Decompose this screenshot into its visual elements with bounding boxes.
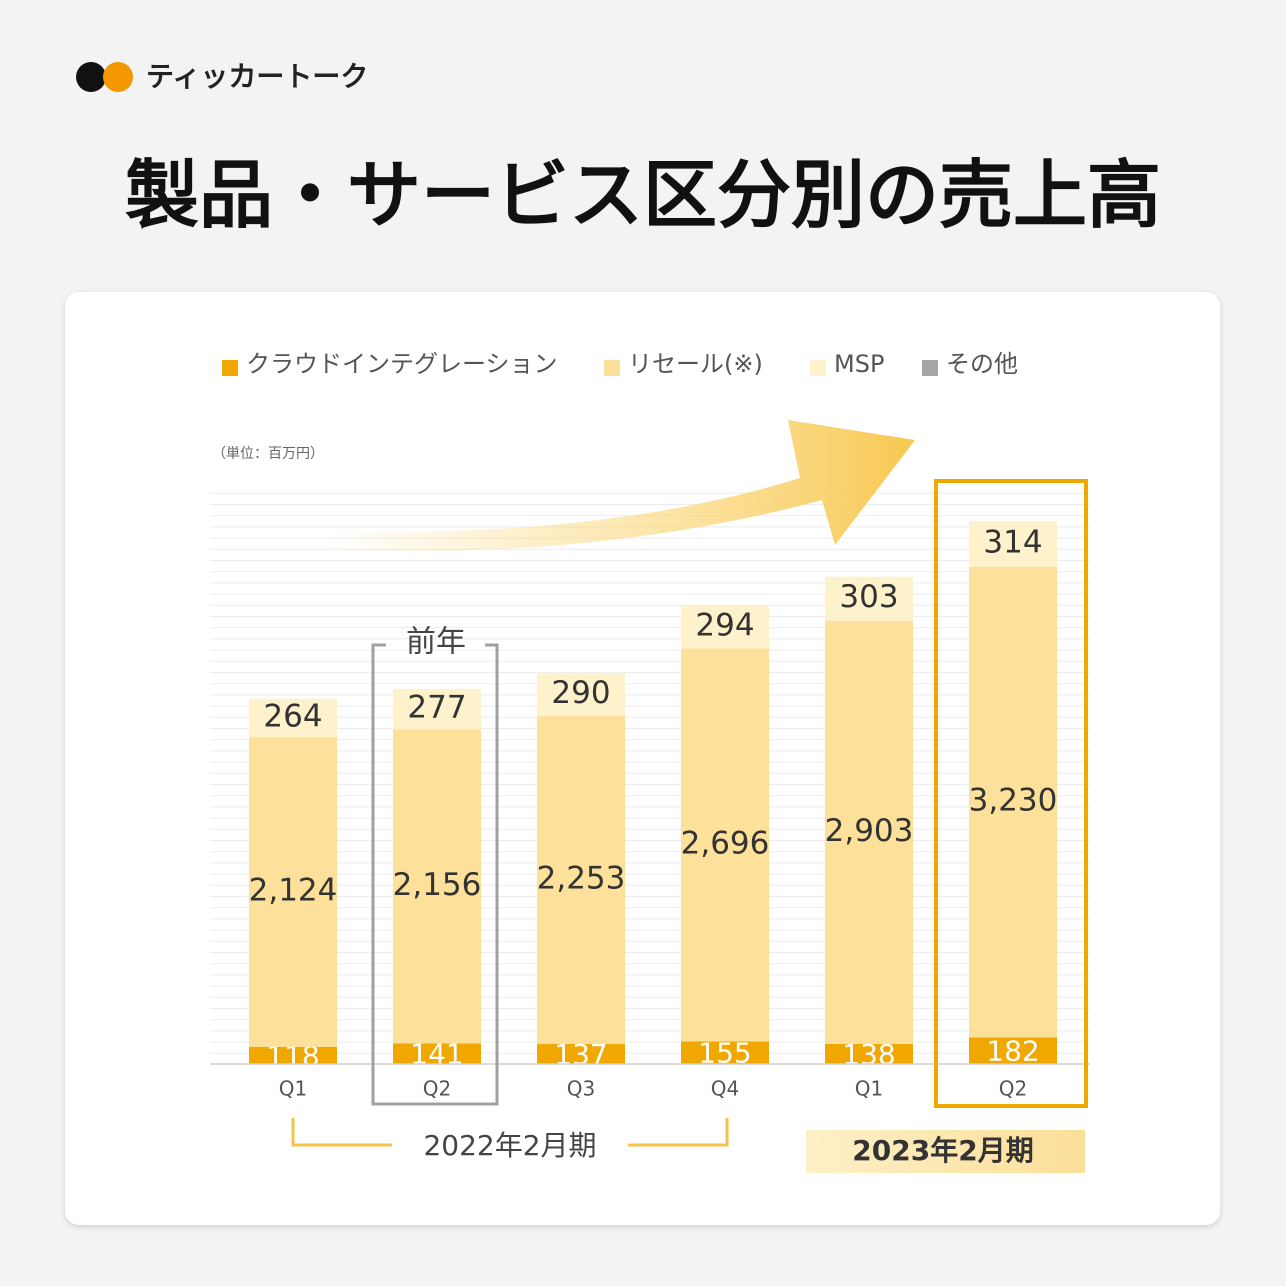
value-label: 2,156 [393, 867, 482, 903]
legend-label: リセール(※) [628, 350, 763, 378]
bar-segment [969, 566, 1057, 1038]
bar-segment [393, 729, 481, 1044]
bar-segment [825, 576, 913, 621]
fy2022-bracket [291, 1118, 729, 1147]
bar-segment [681, 605, 769, 649]
bar-segment [393, 688, 481, 730]
growth-arrow [330, 420, 915, 552]
logo-dot [103, 62, 133, 92]
legend-swatch [222, 360, 238, 376]
bar-segment [249, 698, 337, 738]
x-tick-label: Q1 [855, 1077, 883, 1101]
title: 製品・サービス区分別の売上高 [125, 153, 1161, 239]
fy2022-label: 2022年2月期 [423, 1129, 596, 1162]
bar-segment [681, 1041, 769, 1064]
value-label: 290 [551, 675, 610, 711]
legend-label: MSP [834, 350, 884, 378]
value-label: 294 [695, 608, 754, 644]
bar-segment [393, 1043, 481, 1064]
x-tick-label: Q1 [279, 1077, 307, 1101]
value-label: 2,253 [537, 860, 626, 896]
value-label: 2,696 [681, 825, 770, 861]
x-tick-label: Q3 [567, 1077, 595, 1101]
bar-segment [537, 1044, 625, 1064]
brand: ティッカートーク [146, 60, 368, 93]
bar-segment [825, 620, 913, 1044]
legend-swatch [810, 360, 826, 376]
prior-year-bracket [371, 643, 499, 1106]
value-label: 314 [983, 524, 1042, 560]
value-label: 3,230 [969, 783, 1058, 819]
unit-label: （単位：百万円） [212, 446, 324, 462]
legend-label: クラウドインテグレーション [246, 350, 558, 378]
bar-segment [249, 737, 337, 1047]
value-label: 2,903 [825, 813, 914, 849]
x-tick-label: Q2 [423, 1077, 451, 1101]
legend-label: その他 [946, 350, 1018, 378]
x-tick-label: Q2 [999, 1077, 1027, 1101]
legend-swatch [604, 360, 620, 376]
fy2023-label: 2023年2月期 [852, 1134, 1033, 1167]
bar-segment [537, 673, 625, 716]
highlight-box [934, 479, 1088, 1108]
bar-segment [825, 1043, 913, 1064]
bar-segment [681, 648, 769, 1042]
value-label: 264 [263, 698, 322, 734]
value-label: 182 [986, 1035, 1039, 1068]
value-label: 2,124 [249, 873, 338, 909]
value-label: 303 [839, 579, 898, 615]
value-label: 277 [407, 690, 466, 726]
bar-segment [969, 520, 1057, 567]
x-tick-label: Q4 [711, 1077, 739, 1101]
logo-dot [76, 62, 106, 92]
fy2023-box [806, 1130, 1085, 1173]
plot: クラウドインテグレーション リセール(※) MSP その他1182,124264Q11… [210, 350, 1090, 1101]
value-label: 155 [698, 1037, 751, 1070]
bar-segment [537, 715, 625, 1045]
bar-segment [249, 1046, 337, 1064]
bar-segment [969, 1037, 1057, 1064]
prior-year-label: 前年 [406, 625, 466, 660]
grid-background [210, 490, 1090, 1064]
legend-swatch [922, 360, 938, 376]
